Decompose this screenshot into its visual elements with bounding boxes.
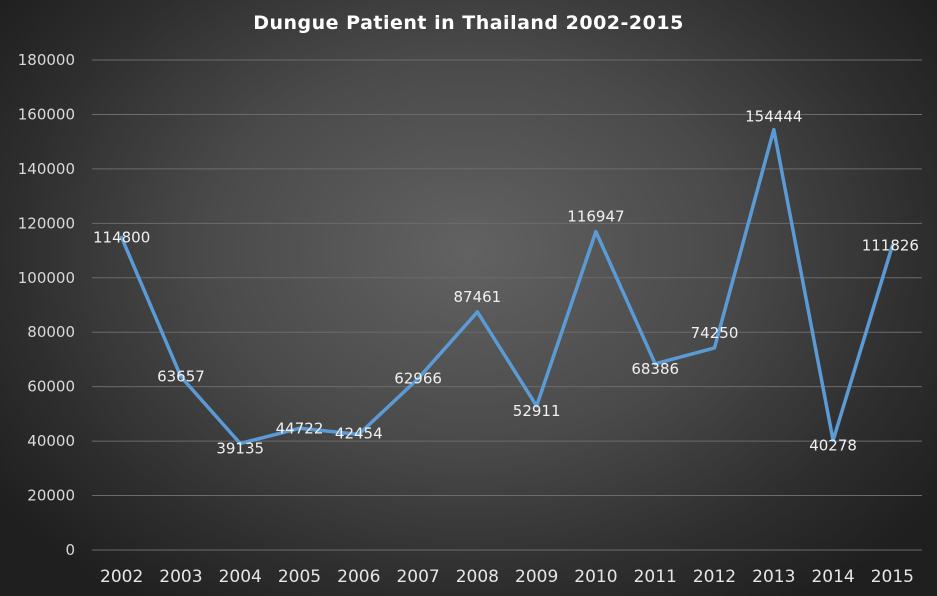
data-label: 44722: [276, 419, 324, 437]
x-tick-label: 2003: [159, 567, 202, 587]
x-tick-label: 2010: [574, 567, 617, 587]
y-tick-label: 180000: [18, 51, 75, 69]
data-label: 111826: [862, 237, 919, 255]
gridlines: [92, 59, 922, 551]
x-axis-ticks: 2002 2003 2004 2005 2006 2007 2008 2009 2010 2011…: [100, 567, 914, 587]
y-tick-label: 160000: [18, 105, 75, 123]
data-label: 39135: [216, 439, 264, 457]
y-tick-label: 140000: [18, 160, 75, 178]
x-tick-label: 2011: [634, 567, 677, 587]
x-tick-label: 2002: [100, 567, 143, 587]
x-tick-label: 2005: [278, 567, 321, 587]
y-tick-label: 0: [65, 541, 75, 559]
series-line-group: [119, 127, 895, 446]
data-labels: 114800 63657 39135 44722 42454 62966 87461 5291…: [93, 108, 919, 458]
data-label: 116947: [567, 208, 624, 226]
x-tick-label: 2015: [871, 567, 914, 587]
y-tick-label: 120000: [18, 214, 75, 232]
x-tick-label: 2006: [337, 567, 380, 587]
data-label: 42454: [335, 424, 383, 442]
y-tick-label: 20000: [27, 487, 75, 505]
x-tick-label: 2007: [396, 567, 439, 587]
x-tick-label: 2014: [811, 567, 854, 587]
data-label: 62966: [394, 370, 442, 388]
y-tick-label: 40000: [27, 432, 75, 450]
y-tick-label: 80000: [27, 323, 75, 341]
data-label: 114800: [93, 228, 150, 246]
chart-title: Dungue Patient in Thailand 2002-2015: [253, 12, 684, 34]
series-line: [119, 127, 895, 446]
data-label: 52911: [513, 402, 561, 420]
data-label: 63657: [157, 368, 205, 386]
data-label: 74250: [691, 324, 739, 342]
y-tick-label: 60000: [27, 378, 75, 396]
data-label: 87461: [453, 288, 501, 306]
x-tick-label: 2009: [515, 567, 558, 587]
x-tick-label: 2008: [456, 567, 499, 587]
x-tick-label: 2013: [752, 567, 795, 587]
data-label: 68386: [631, 360, 679, 378]
data-label: 40278: [809, 436, 857, 454]
x-tick-label: 2004: [219, 567, 262, 587]
data-label: 154444: [745, 108, 802, 126]
y-tick-label: 100000: [18, 269, 75, 287]
y-axis-ticks: 0 20000 40000 60000 80000 100000 120000 140000 1…: [18, 51, 75, 559]
x-tick-label: 2012: [693, 567, 736, 587]
